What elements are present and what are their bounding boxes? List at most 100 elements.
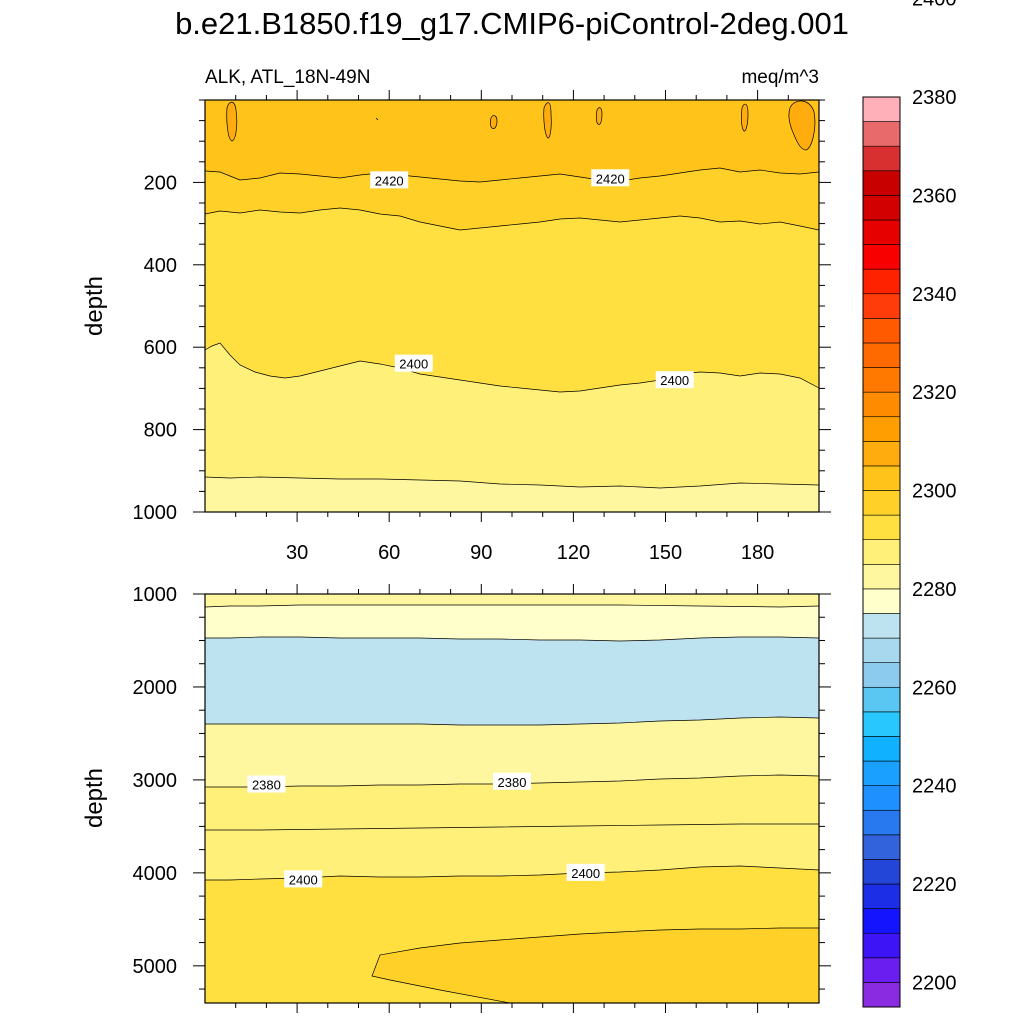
colorbar-swatch <box>862 170 901 196</box>
colorbar-swatch <box>862 318 901 344</box>
contour-label: 2400 <box>284 870 323 888</box>
y-tick-label: 4000 <box>133 863 178 885</box>
contour-label: 2400 <box>566 863 605 881</box>
upper-contour-labels: 2420 2420 2400 2400 <box>370 169 694 389</box>
colorbar-label: 2260 <box>912 677 957 699</box>
contour-label: 2400 <box>394 354 433 372</box>
colorbar-swatch <box>862 760 901 786</box>
upper-y-axis-label: depth <box>81 276 108 336</box>
x-tick-label: 30 <box>286 542 308 564</box>
colorbar-swatch <box>862 932 901 959</box>
contour-label-text: 2420 <box>596 171 625 186</box>
colorbar-swatch <box>862 637 901 663</box>
colorbar-swatch <box>862 809 901 836</box>
units-label: meq/m^3 <box>741 67 819 88</box>
y-tick-label: 5000 <box>133 956 178 978</box>
upper-axis-ticks: 30 60 90 120 150 180 200 400 600 800 1000 <box>133 90 831 564</box>
colorbar-swatch <box>862 539 901 565</box>
patch-2430 <box>543 102 552 139</box>
contour-label-box <box>284 870 323 888</box>
contour-label: 2400 <box>655 371 694 389</box>
colorbar-label: 2320 <box>912 382 957 404</box>
y-tick-label: 200 <box>144 172 177 194</box>
contour-label-box <box>493 772 531 790</box>
colorbar-label: 2220 <box>912 874 957 896</box>
contour-label-text: 2380 <box>498 775 527 790</box>
x-tick-label: 180 <box>741 542 774 564</box>
lower-contour-labels: 2380 2380 2400 2400 <box>247 772 605 888</box>
colorbar-swatch <box>862 859 901 885</box>
contour-label-text: 2380 <box>252 778 281 793</box>
contour-label-box <box>566 863 605 881</box>
colorbar-label: 2280 <box>912 579 957 601</box>
band-2410 <box>372 928 819 1003</box>
y-tick-label: 3000 <box>133 770 178 792</box>
contour-label: 2420 <box>591 169 630 187</box>
colorbar-label: 2360 <box>912 185 957 207</box>
contour-label: 2380 <box>247 775 286 793</box>
x-tick-label: 150 <box>649 542 682 564</box>
colorbar-swatch <box>862 416 901 442</box>
y-tick-label: 600 <box>144 337 177 359</box>
colorbar-swatch <box>862 711 901 737</box>
upper-contour-lines <box>205 100 819 489</box>
contour-label-box <box>370 171 409 189</box>
contour-label-box <box>394 354 433 372</box>
patch-2430 <box>490 115 497 129</box>
lower-axis-ticks: 1000 2000 3000 4000 5000 <box>133 584 831 1013</box>
y-tick-label: 800 <box>144 420 177 442</box>
colorbar: 2200 2220 2240 2260 2280 2300 2320 2340 2360 2380… <box>862 0 957 1008</box>
colorbar-swatch <box>862 367 901 393</box>
colorbar-swatch <box>862 982 901 1008</box>
colorbar-swatch <box>862 121 901 147</box>
contour-label-box <box>655 371 694 389</box>
colorbar-swatch <box>862 588 901 614</box>
contour-label-text: 2420 <box>375 173 404 188</box>
x-tick-label: 90 <box>470 542 492 564</box>
contour-label: 2380 <box>493 772 531 790</box>
y-tick-label: 1000 <box>133 502 178 524</box>
colorbar-swatch <box>862 244 901 270</box>
variable-label: ALK, ATL_18N-49N <box>205 67 370 88</box>
patch-2430 <box>226 102 237 141</box>
upper-contour-fill <box>205 100 819 512</box>
contour-label-text: 2400 <box>660 373 689 388</box>
colorbar-label: 2240 <box>912 776 957 798</box>
colorbar-label: 2340 <box>912 284 957 306</box>
colorbar-label: 2300 <box>912 481 957 503</box>
colorbar-swatch <box>862 834 901 860</box>
x-tick-label: 120 <box>557 542 590 564</box>
colorbar-swatch <box>862 514 901 541</box>
y-tick-label: 1000 <box>133 584 178 606</box>
colorbar-swatch <box>862 686 901 713</box>
contour-label-text: 2400 <box>571 866 600 881</box>
colorbar-swatch <box>862 908 901 934</box>
contour-label-box <box>591 169 630 187</box>
colorbar-swatch <box>862 785 901 811</box>
colorbar-swatch <box>862 96 901 122</box>
colorbar-swatch <box>862 563 901 590</box>
patch-2430 <box>741 104 748 132</box>
colorbar-swatch <box>862 195 901 221</box>
colorbar-swatch <box>862 391 901 418</box>
colorbar-swatch <box>862 268 901 295</box>
colorbar-swatch <box>862 736 901 762</box>
colorbar-swatch <box>862 662 901 688</box>
patch-2430 <box>596 107 602 125</box>
y-tick-label: 400 <box>144 255 177 277</box>
upper-panel: ALK, ATL_18N-49N meq/m^3 <box>81 67 831 564</box>
lower-panel: 1000 2000 3000 4000 5000 2380 2380 2400 2400 de… <box>81 584 831 1013</box>
colorbar-label: 2380 <box>912 87 957 109</box>
colorbar-swatch <box>862 957 901 983</box>
colorbar-swatch <box>862 490 901 516</box>
colorbar-swatch <box>862 145 901 172</box>
band-2420 <box>205 100 819 182</box>
colorbar-swatch <box>862 613 901 639</box>
colorbar-swatch <box>862 441 901 467</box>
band-2370 <box>205 594 819 607</box>
colorbar-swatch <box>862 465 901 491</box>
colorbar-label: 2200 <box>912 972 957 994</box>
band-2360 <box>205 637 819 725</box>
colorbar-swatch <box>862 342 901 368</box>
